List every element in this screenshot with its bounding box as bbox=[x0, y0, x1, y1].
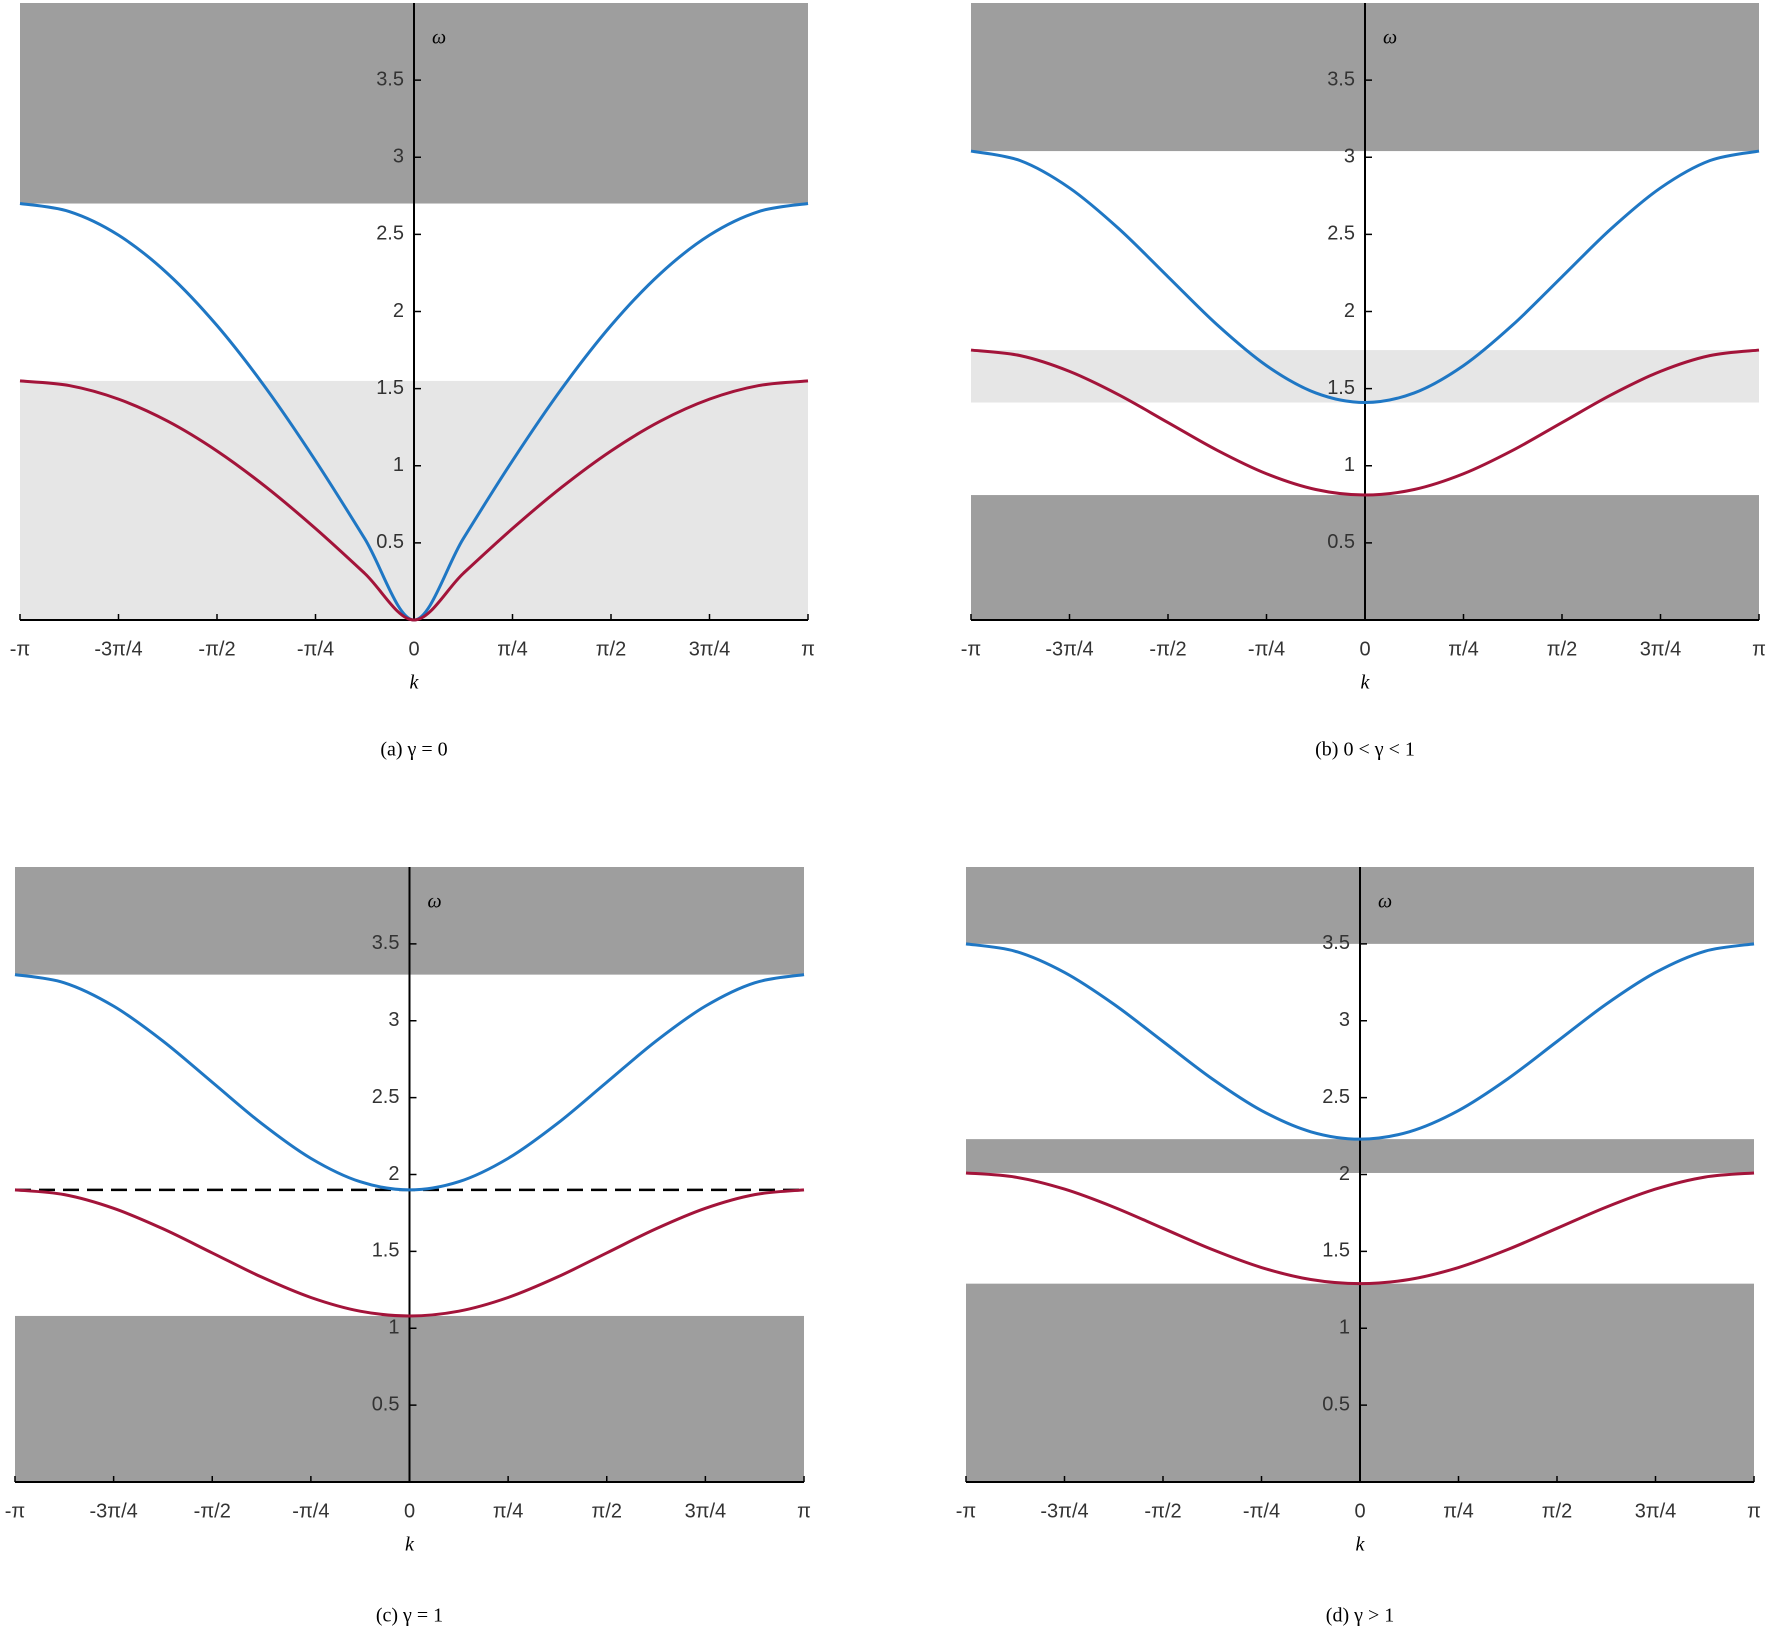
caption: (c) γ = 1 bbox=[376, 1605, 443, 1627]
y-tick-label: 2 bbox=[393, 300, 404, 322]
series-line bbox=[970, 348, 1760, 497]
x-tick-label: π bbox=[1747, 1500, 1761, 1522]
y-tick-label: 1.5 bbox=[1322, 1240, 1350, 1262]
y-tick-label: 3.5 bbox=[1322, 932, 1350, 954]
x-tick-label: π bbox=[797, 1500, 811, 1522]
x-axis-label: k bbox=[405, 1534, 415, 1556]
x-tick-label: 3π/4 bbox=[689, 638, 731, 660]
y-tick-label: 1 bbox=[388, 1317, 399, 1339]
y-tick-label: 2.5 bbox=[1322, 1086, 1350, 1108]
y-axis-label: ω bbox=[428, 891, 442, 913]
y-tick-label: 2 bbox=[1344, 300, 1355, 322]
y-tick-label: 3.5 bbox=[376, 68, 404, 90]
caption: (b) 0 < γ < 1 bbox=[1315, 739, 1415, 761]
y-axis-label: ω bbox=[432, 27, 446, 49]
y-axis-label: ω bbox=[1383, 27, 1397, 49]
x-tick-label: π/2 bbox=[592, 1500, 622, 1522]
y-tick-label: 3.5 bbox=[372, 932, 400, 954]
x-axis-label: k bbox=[410, 672, 420, 694]
x-tick-label: 3π/4 bbox=[685, 1500, 727, 1522]
x-tick-label: π/4 bbox=[1443, 1500, 1473, 1522]
series-line bbox=[14, 973, 805, 1192]
x-tick-label: 0 bbox=[404, 1500, 415, 1522]
x-axis-label: k bbox=[1356, 1534, 1366, 1556]
x-tick-label: π/2 bbox=[1542, 1500, 1572, 1522]
x-tick-label: 3π/4 bbox=[1635, 1500, 1677, 1522]
x-tick-label: -π/2 bbox=[1149, 638, 1186, 660]
x-tick-label: -3π/4 bbox=[89, 1500, 137, 1522]
x-tick-label: -π bbox=[956, 1500, 976, 1522]
y-tick-label: 1 bbox=[393, 454, 404, 476]
y-tick-label: 2.5 bbox=[372, 1086, 400, 1108]
y-tick-label: 3.5 bbox=[1327, 68, 1355, 90]
y-tick-label: 2.5 bbox=[1327, 223, 1355, 245]
caption: (d) γ > 1 bbox=[1326, 1605, 1394, 1627]
x-tick-label: π bbox=[801, 638, 815, 660]
y-tick-label: 2 bbox=[1339, 1163, 1350, 1185]
x-tick-label: 0 bbox=[1354, 1500, 1365, 1522]
series-line bbox=[965, 1171, 1755, 1286]
x-tick-label: π/4 bbox=[493, 1500, 523, 1522]
caption: (a) γ = 0 bbox=[380, 739, 447, 761]
y-tick-label: 1 bbox=[1344, 454, 1355, 476]
x-tick-label: -3π/4 bbox=[94, 638, 142, 660]
x-tick-label: -π/4 bbox=[1248, 638, 1285, 660]
y-tick-label: 2.5 bbox=[376, 223, 404, 245]
y-tick-label: 2 bbox=[388, 1163, 399, 1185]
y-axis-label: ω bbox=[1378, 891, 1392, 913]
y-tick-label: 1 bbox=[1339, 1317, 1350, 1339]
x-tick-label: -3π/4 bbox=[1040, 1500, 1088, 1522]
x-tick-label: π/4 bbox=[1448, 638, 1478, 660]
x-tick-label: -π/2 bbox=[194, 1500, 231, 1522]
x-tick-label: -π/4 bbox=[1243, 1500, 1280, 1522]
x-tick-label: π/2 bbox=[596, 638, 626, 660]
y-tick-label: 0.5 bbox=[1322, 1393, 1350, 1415]
x-tick-label: -π/2 bbox=[1144, 1500, 1181, 1522]
x-tick-label: π/2 bbox=[1547, 638, 1577, 660]
y-tick-label: 3 bbox=[1344, 146, 1355, 168]
x-tick-label: π/4 bbox=[497, 638, 527, 660]
y-tick-label: 0.5 bbox=[372, 1393, 400, 1415]
series-line bbox=[19, 379, 809, 622]
y-tick-label: 3 bbox=[1339, 1009, 1350, 1031]
x-tick-label: -3π/4 bbox=[1045, 638, 1093, 660]
x-axis-label: k bbox=[1361, 672, 1371, 694]
x-tick-label: -π bbox=[961, 638, 981, 660]
y-tick-label: 0.5 bbox=[376, 531, 404, 553]
y-tick-label: 1.5 bbox=[376, 377, 404, 399]
x-tick-label: -π/4 bbox=[292, 1500, 329, 1522]
y-tick-label: 0.5 bbox=[1327, 531, 1355, 553]
y-tick-label: 3 bbox=[393, 146, 404, 168]
series-line bbox=[14, 1188, 805, 1318]
x-tick-label: -π/2 bbox=[198, 638, 235, 660]
x-tick-label: π bbox=[1752, 638, 1766, 660]
x-tick-label: 0 bbox=[408, 638, 419, 660]
x-tick-label: -π bbox=[10, 638, 30, 660]
y-tick-label: 1.5 bbox=[372, 1240, 400, 1262]
x-tick-label: 3π/4 bbox=[1640, 638, 1682, 660]
series-line bbox=[970, 149, 1760, 405]
x-tick-label: 0 bbox=[1359, 638, 1370, 660]
x-tick-label: -π/4 bbox=[297, 638, 334, 660]
y-tick-label: 1.5 bbox=[1327, 377, 1355, 399]
series-line bbox=[965, 942, 1755, 1141]
x-tick-label: -π bbox=[5, 1500, 25, 1522]
y-tick-label: 3 bbox=[388, 1009, 399, 1031]
